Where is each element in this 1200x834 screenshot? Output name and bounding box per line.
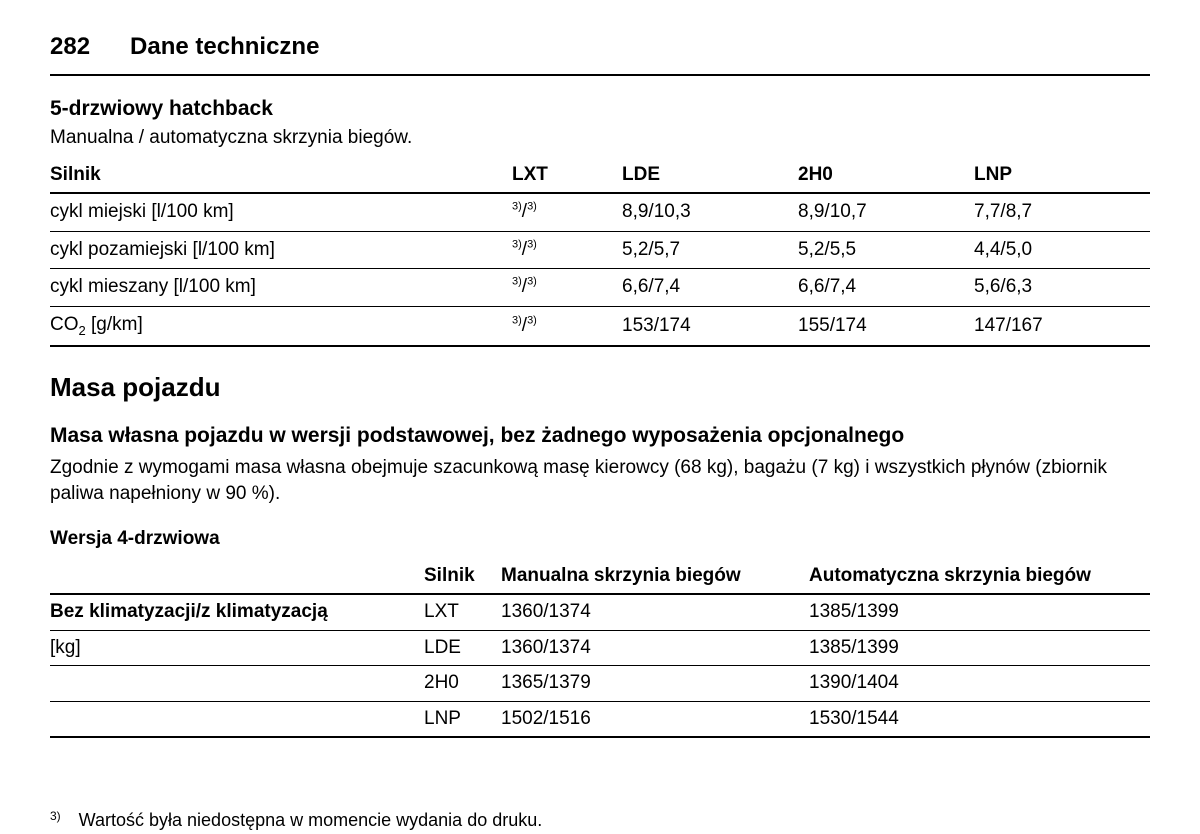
cell-lnp: 147/167 xyxy=(974,306,1150,345)
cell-label: CO2 [g/km] xyxy=(50,306,512,345)
section2-subtitle: Masa własna pojazdu w wersji podstawowej… xyxy=(50,421,1150,450)
section2-title: Masa pojazdu xyxy=(50,369,1150,405)
cell-label: cykl pozamiejski [l/100 km] xyxy=(50,231,512,269)
page-header: 282 Dane techniczne xyxy=(50,30,1150,76)
col-engine: Silnik xyxy=(50,158,512,194)
cell-blank xyxy=(50,666,424,702)
table-row: 2H0 1365/1379 1390/1404 xyxy=(50,666,1150,702)
weight-table: Silnik Manualna skrzynia biegów Automaty… xyxy=(50,559,1150,739)
cell-lnp: 5,6/6,3 xyxy=(974,269,1150,307)
cell-lxt: 3)/3) xyxy=(512,269,622,307)
cell-lde: 153/174 xyxy=(622,306,798,345)
table-row: LNP 1502/1516 1530/1544 xyxy=(50,701,1150,737)
footnote: 3) Wartość była niedostępna w momencie w… xyxy=(50,808,1150,833)
cell-lde: 8,9/10,3 xyxy=(622,193,798,231)
page-number: 282 xyxy=(50,30,90,64)
cell-manual: 1360/1374 xyxy=(501,630,809,666)
cell-engine: LNP xyxy=(424,701,501,737)
section2-desc: Zgodnie z wymogami masa własna obejmuje … xyxy=(50,455,1150,508)
col-2h0: 2H0 xyxy=(798,158,974,194)
footnote-text: Wartość była niedostępna w momencie wyda… xyxy=(79,808,543,833)
cell-lde: 6,6/7,4 xyxy=(622,269,798,307)
cell-2h0: 6,6/7,4 xyxy=(798,269,974,307)
table-row: CO2 [g/km] 3)/3) 153/174 155/174 147/167 xyxy=(50,306,1150,345)
cell-lnp: 7,7/8,7 xyxy=(974,193,1150,231)
cell-auto: 1390/1404 xyxy=(809,666,1150,702)
cell-2h0: 8,9/10,7 xyxy=(798,193,974,231)
col-manual: Manualna skrzynia biegów xyxy=(501,559,809,595)
cell-2h0: 155/174 xyxy=(798,306,974,345)
col-engine2: Silnik xyxy=(424,559,501,595)
table-row: cykl pozamiejski [l/100 km] 3)/3) 5,2/5,… xyxy=(50,231,1150,269)
cell-rowlabel: Bez klimatyzacji/z klimatyzacją xyxy=(50,594,424,630)
cell-label: cykl mieszany [l/100 km] xyxy=(50,269,512,307)
cell-manual: 1365/1379 xyxy=(501,666,809,702)
cell-lxt: 3)/3) xyxy=(512,306,622,345)
table-row: Bez klimatyzacji/z klimatyzacją LXT 1360… xyxy=(50,594,1150,630)
col-lde: LDE xyxy=(622,158,798,194)
fuel-consumption-table: Silnik LXT LDE 2H0 LNP cykl miejski [l/1… xyxy=(50,158,1150,347)
col-lxt: LXT xyxy=(512,158,622,194)
col-auto: Automatyczna skrzynia biegów xyxy=(809,559,1150,595)
cell-manual: 1360/1374 xyxy=(501,594,809,630)
cell-engine: 2H0 xyxy=(424,666,501,702)
cell-2h0: 5,2/5,5 xyxy=(798,231,974,269)
cell-auto: 1385/1399 xyxy=(809,630,1150,666)
cell-auto: 1530/1544 xyxy=(809,701,1150,737)
cell-blank xyxy=(50,701,424,737)
table-row: [kg] LDE 1360/1374 1385/1399 xyxy=(50,630,1150,666)
section1-title: 5-drzwiowy hatchback xyxy=(50,94,1150,123)
table-row: cykl mieszany [l/100 km] 3)/3) 6,6/7,4 6… xyxy=(50,269,1150,307)
cell-auto: 1385/1399 xyxy=(809,594,1150,630)
cell-manual: 1502/1516 xyxy=(501,701,809,737)
cell-lnp: 4,4/5,0 xyxy=(974,231,1150,269)
version-title: Wersja 4-drzwiowa xyxy=(50,526,1150,553)
section1-subtitle: Manualna / automatyczna skrzynia biegów. xyxy=(50,125,1150,152)
cell-lxt: 3)/3) xyxy=(512,193,622,231)
footnote-mark: 3) xyxy=(50,808,61,833)
cell-label: cykl miejski [l/100 km] xyxy=(50,193,512,231)
cell-lde: 5,2/5,7 xyxy=(622,231,798,269)
table-row: cykl miejski [l/100 km] 3)/3) 8,9/10,3 8… xyxy=(50,193,1150,231)
col-blank xyxy=(50,559,424,595)
cell-lxt: 3)/3) xyxy=(512,231,622,269)
chapter-title: Dane techniczne xyxy=(130,30,319,64)
cell-engine: LXT xyxy=(424,594,501,630)
cell-engine: LDE xyxy=(424,630,501,666)
col-lnp: LNP xyxy=(974,158,1150,194)
cell-rowlabel2: [kg] xyxy=(50,630,424,666)
